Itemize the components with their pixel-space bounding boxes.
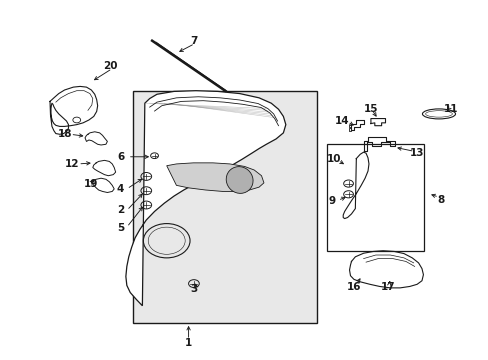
Text: 8: 8: [437, 195, 444, 204]
Text: 17: 17: [380, 282, 394, 292]
Text: 15: 15: [363, 104, 377, 113]
Text: 12: 12: [64, 159, 79, 169]
Text: 19: 19: [84, 179, 98, 189]
Text: 1: 1: [184, 338, 192, 347]
Text: 11: 11: [443, 104, 457, 113]
Text: 13: 13: [409, 148, 424, 158]
Polygon shape: [166, 163, 264, 192]
Text: 3: 3: [189, 284, 197, 294]
Text: 5: 5: [117, 223, 124, 233]
Ellipse shape: [226, 167, 252, 193]
Text: 10: 10: [326, 154, 341, 163]
Text: 18: 18: [57, 129, 72, 139]
Bar: [132, 91, 317, 323]
Text: 2: 2: [117, 205, 124, 215]
Text: 7: 7: [189, 36, 197, 46]
Text: 20: 20: [103, 61, 118, 71]
Text: 6: 6: [117, 152, 124, 162]
Text: 14: 14: [334, 116, 348, 126]
Text: 9: 9: [328, 197, 335, 206]
Text: 16: 16: [346, 282, 361, 292]
Bar: [326, 144, 424, 251]
Polygon shape: [125, 91, 285, 306]
Text: 4: 4: [117, 184, 124, 194]
